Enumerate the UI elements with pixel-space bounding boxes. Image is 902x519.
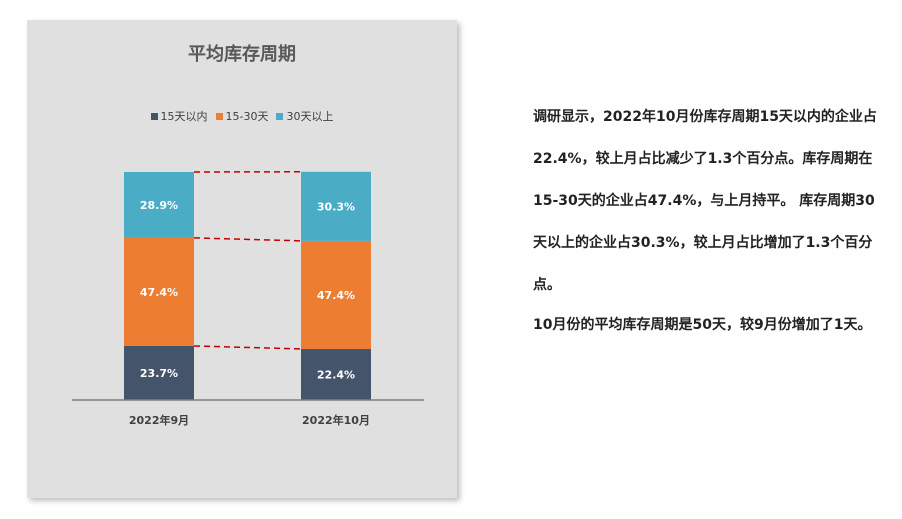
legend-item-15-30天: 15-30天 [215, 108, 269, 124]
chart-plot: 23.7% 47.4% 28.9% 2022年9月 22.4% 47.4% 30.3% 202… [72, 171, 424, 427]
analysis-paragraph-1: 调研显示，2022年10月份库存周期15天以内的企业占22.4%，较上月占比减少… [533, 109, 877, 293]
connector-line [193, 345, 302, 350]
legend-item-30天以上: 30天以上 [276, 108, 333, 124]
analysis-paragraph-2: 10月份的平均库存周期是50天，较9月份增加了1天。 [533, 317, 872, 333]
legend-label: 30天以上 [286, 110, 334, 123]
legend-label: 15-30天 [225, 110, 269, 123]
legend-swatch [276, 112, 284, 120]
legend-swatch [150, 112, 158, 120]
bar-segment [124, 345, 194, 400]
bar-segment [301, 348, 371, 400]
legend-swatch [215, 112, 223, 120]
bar-segment [124, 172, 194, 238]
bar-segment [124, 237, 194, 346]
chart-title: 平均库存周期 [188, 44, 296, 65]
analysis-text: 调研显示，2022年10月份库存周期15天以内的企业占22.4%，较上月占比减少… [533, 96, 883, 344]
data-label: 30.3% [317, 200, 355, 213]
data-label: 23.7% [140, 367, 178, 380]
chart-panel: 平均库存周期 15天以内 15-30天 30天以上 23.7% 47.4% 28.9… [27, 20, 457, 498]
bar-segment [301, 240, 371, 349]
data-label: 47.4% [140, 286, 178, 299]
x-tick-label: 2022年10月 [302, 413, 370, 427]
legend-label: 15天以内 [160, 110, 208, 123]
data-label: 28.9% [140, 199, 178, 212]
x-tick-label: 2022年9月 [129, 413, 189, 427]
data-label: 47.4% [317, 289, 355, 302]
data-label: 22.4% [317, 368, 355, 381]
connector-line [193, 237, 302, 242]
legend-item-15天以内: 15天以内 [150, 108, 208, 124]
chart-legend: 15天以内 15-30天 30天以上 [27, 108, 457, 124]
bar-segment [301, 171, 371, 241]
